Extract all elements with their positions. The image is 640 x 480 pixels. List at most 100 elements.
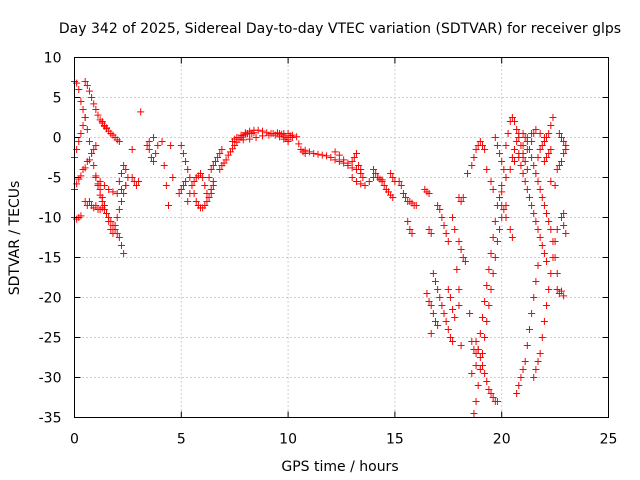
data-point (534, 178, 542, 185)
data-point (269, 130, 277, 137)
data-point (115, 178, 123, 185)
data-point (543, 134, 551, 141)
data-point (425, 226, 433, 233)
data-point (92, 174, 100, 181)
data-point (135, 178, 143, 185)
data-point (378, 178, 386, 185)
data-point (553, 166, 561, 173)
data-point (222, 156, 230, 164)
data-point (472, 146, 480, 153)
data-point (472, 362, 480, 369)
data-point (530, 374, 538, 381)
data-point (446, 334, 454, 341)
data-point (558, 134, 566, 141)
series-arc54 (540, 146, 555, 165)
data-point (350, 154, 358, 161)
data-point (540, 138, 548, 145)
data-point (476, 138, 484, 145)
data-point (209, 162, 217, 169)
y-tick-label: -5 (48, 171, 62, 187)
data-point (528, 310, 536, 317)
series-arc45 (498, 202, 516, 241)
series-arc42 (483, 166, 497, 193)
series-arc14 (177, 142, 217, 212)
data-point (154, 142, 162, 149)
data-point (395, 178, 403, 185)
data-point (387, 170, 395, 177)
data-point (81, 114, 89, 121)
data-point (402, 194, 410, 201)
data-point (348, 174, 356, 181)
data-point (436, 294, 444, 301)
data-point (457, 246, 465, 253)
data-point (179, 182, 187, 189)
data-point (525, 194, 533, 201)
data-point (408, 230, 416, 237)
data-point (513, 126, 521, 133)
data-point (237, 131, 245, 139)
data-point (331, 156, 339, 164)
data-point (252, 134, 260, 141)
data-point (545, 130, 553, 137)
series-arc59 (553, 286, 568, 300)
data-point (105, 218, 113, 225)
data-point (468, 370, 476, 377)
data-point (137, 108, 145, 116)
series-arc52 (530, 226, 561, 381)
data-point (254, 126, 262, 134)
data-point (147, 154, 155, 161)
data-point (549, 114, 557, 121)
series-arc56 (553, 142, 570, 173)
data-point (357, 170, 365, 177)
data-point (105, 186, 113, 193)
data-point (88, 94, 96, 101)
data-point (160, 162, 168, 169)
data-point (521, 178, 529, 185)
data-point (258, 132, 266, 140)
data-point (459, 194, 467, 201)
series-arc23 (331, 148, 367, 181)
data-point (446, 294, 454, 301)
data-point (113, 214, 121, 221)
data-point (472, 338, 480, 345)
grid-lines (74, 57, 609, 418)
data-point (478, 314, 486, 321)
data-point (120, 250, 128, 257)
data-point (77, 130, 85, 137)
data-point (205, 194, 213, 201)
data-point (182, 178, 190, 185)
series-arc50 (519, 130, 561, 277)
data-point (538, 242, 546, 249)
data-point (547, 178, 555, 185)
data-point (506, 166, 514, 173)
data-point (434, 322, 442, 329)
data-point (500, 206, 508, 213)
data-point (476, 330, 484, 337)
data-point (79, 106, 87, 113)
data-point (543, 258, 551, 265)
data-point (199, 174, 207, 181)
data-point (493, 142, 501, 149)
data-point (474, 382, 482, 389)
data-point (201, 182, 209, 189)
data-point (521, 158, 529, 165)
data-point (77, 98, 85, 105)
data-point (182, 158, 190, 165)
data-point (508, 154, 516, 161)
data-point (425, 298, 433, 305)
data-point (323, 152, 331, 160)
data-point (538, 194, 546, 201)
data-point (207, 186, 215, 193)
data-point (128, 174, 136, 181)
data-point (96, 178, 104, 185)
data-point (511, 118, 519, 125)
data-point (545, 150, 553, 157)
data-point (558, 287, 566, 295)
data-point (190, 178, 198, 185)
data-point (457, 342, 465, 349)
series-arc57 (555, 130, 570, 153)
series-arc40 (472, 338, 501, 405)
data-point (496, 150, 504, 157)
data-point (109, 230, 117, 237)
series-arc43 (491, 134, 510, 181)
